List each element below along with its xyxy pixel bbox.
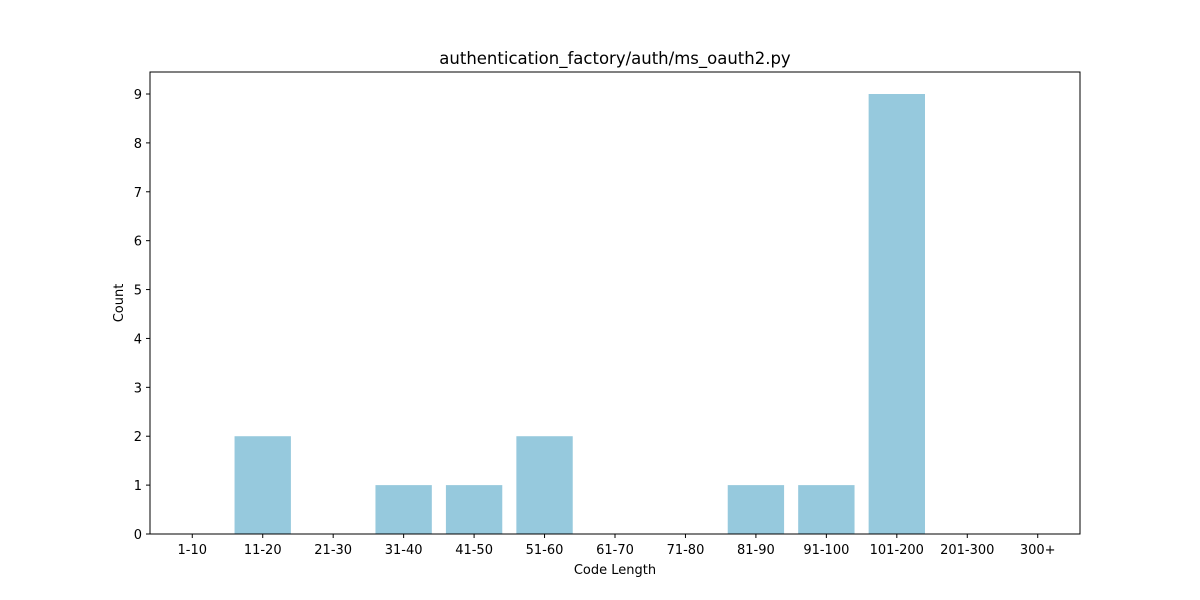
x-tick-label: 91-100 <box>803 543 849 558</box>
x-tick-label: 101-200 <box>870 543 924 558</box>
y-tick-label: 1 <box>134 479 142 494</box>
x-tick-label: 81-90 <box>737 543 775 558</box>
y-tick-label: 4 <box>134 332 142 347</box>
y-tick-label: 7 <box>134 186 142 201</box>
bar-11-20 <box>234 436 291 534</box>
y-axis-label: Count <box>112 284 127 323</box>
y-tick-label: 9 <box>134 88 142 103</box>
y-axis-ticks: 0 1 2 3 4 5 6 7 8 9 <box>134 88 150 543</box>
x-tick-label: 21-30 <box>314 543 352 558</box>
bars-group <box>234 94 925 534</box>
y-tick-label: 3 <box>134 381 142 396</box>
x-tick-label: 1-10 <box>178 543 208 558</box>
y-tick-label: 5 <box>134 284 142 299</box>
x-tick-label: 71-80 <box>667 543 705 558</box>
bar-101-200 <box>868 94 925 534</box>
bar-91-100 <box>798 485 855 534</box>
x-tick-label: 31-40 <box>385 543 423 558</box>
x-tick-label: 61-70 <box>596 543 634 558</box>
x-tick-label: 300+ <box>1020 543 1056 558</box>
x-tick-label: 201-300 <box>940 543 994 558</box>
x-tick-label: 11-20 <box>244 543 282 558</box>
bar-31-40 <box>375 485 432 534</box>
bar-51-60 <box>516 436 573 534</box>
bar-41-50 <box>445 485 503 534</box>
y-tick-label: 2 <box>134 430 142 445</box>
chart-title: authentication_factory/auth/ms_oauth2.py <box>439 49 791 69</box>
y-tick-label: 8 <box>134 137 142 152</box>
y-tick-label: 6 <box>134 235 142 250</box>
bar-81-90 <box>727 485 785 534</box>
x-axis-label: Code Length <box>574 563 656 578</box>
x-tick-label: 41-50 <box>455 543 493 558</box>
x-tick-label: 51-60 <box>526 543 564 558</box>
x-axis-ticks: 1-10 11-20 21-30 31-40 41-50 51-60 61-70 71-80 8… <box>178 534 1056 558</box>
y-tick-label: 0 <box>134 528 142 543</box>
